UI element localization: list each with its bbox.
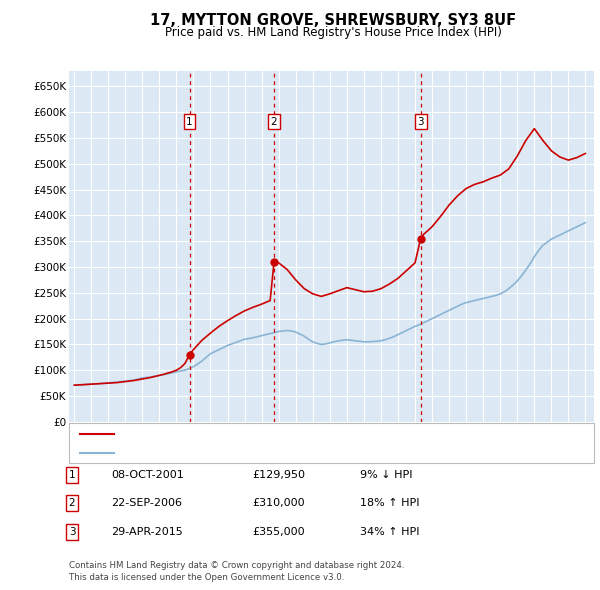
Text: 34% ↑ HPI: 34% ↑ HPI	[360, 527, 419, 536]
Text: 17, MYTTON GROVE, SHREWSBURY, SY3 8UF (detached house): 17, MYTTON GROVE, SHREWSBURY, SY3 8UF (d…	[121, 430, 434, 440]
Text: Price paid vs. HM Land Registry's House Price Index (HPI): Price paid vs. HM Land Registry's House …	[164, 26, 502, 39]
Text: 18% ↑ HPI: 18% ↑ HPI	[360, 499, 419, 508]
Text: 1: 1	[68, 470, 76, 480]
Text: 2: 2	[271, 117, 277, 127]
Text: 29-APR-2015: 29-APR-2015	[111, 527, 183, 536]
Text: 17, MYTTON GROVE, SHREWSBURY, SY3 8UF: 17, MYTTON GROVE, SHREWSBURY, SY3 8UF	[150, 13, 516, 28]
Text: 3: 3	[418, 117, 424, 127]
Text: 08-OCT-2001: 08-OCT-2001	[111, 470, 184, 480]
Text: 1: 1	[186, 117, 193, 127]
Text: £355,000: £355,000	[252, 527, 305, 536]
Text: 2: 2	[68, 499, 76, 508]
Text: £310,000: £310,000	[252, 499, 305, 508]
Text: 22-SEP-2006: 22-SEP-2006	[111, 499, 182, 508]
Text: 9% ↓ HPI: 9% ↓ HPI	[360, 470, 413, 480]
Text: HPI: Average price, detached house, Shropshire: HPI: Average price, detached house, Shro…	[121, 448, 359, 458]
Text: 3: 3	[68, 527, 76, 536]
Text: £129,950: £129,950	[252, 470, 305, 480]
Text: Contains HM Land Registry data © Crown copyright and database right 2024.: Contains HM Land Registry data © Crown c…	[69, 560, 404, 570]
Text: This data is licensed under the Open Government Licence v3.0.: This data is licensed under the Open Gov…	[69, 572, 344, 582]
